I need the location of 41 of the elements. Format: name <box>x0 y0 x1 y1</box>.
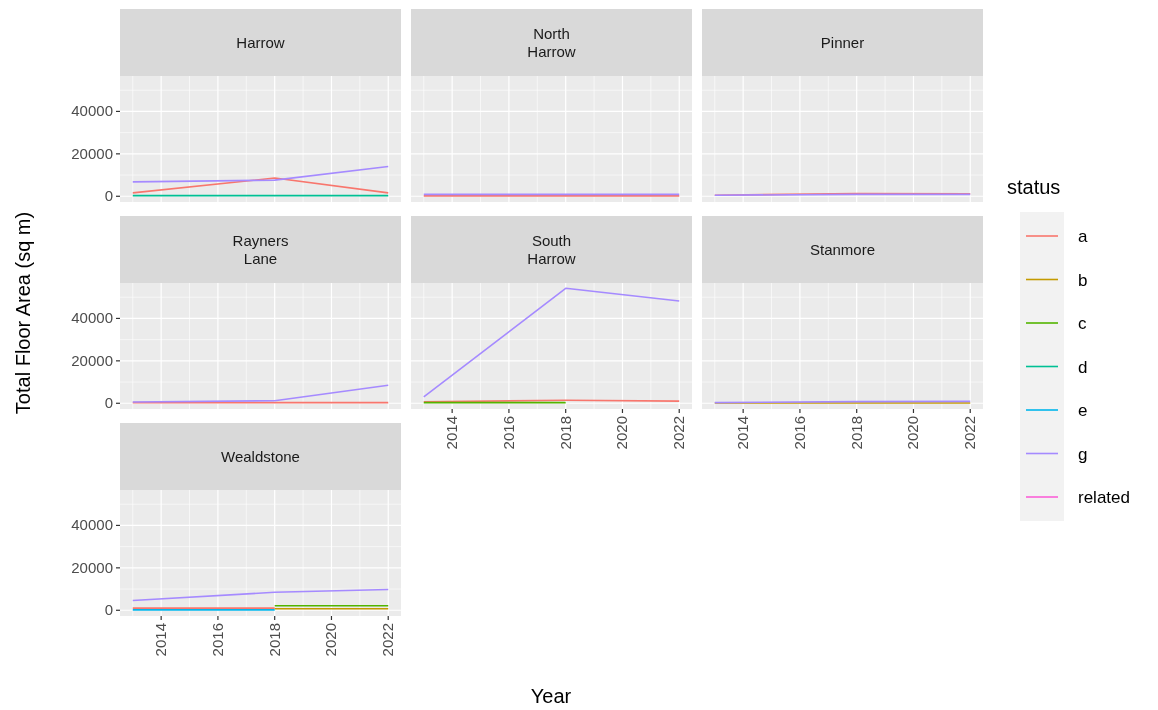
legend-label: d <box>1078 357 1088 377</box>
x-tick-label: 2022 <box>670 416 688 450</box>
x-tick-label: 2022 <box>379 623 397 657</box>
legend-title: status <box>1007 176 1061 198</box>
chart-title: Harrow <box>236 33 285 51</box>
chart-title: Pinner <box>820 33 865 51</box>
x-tick-label: 2014 <box>734 416 752 450</box>
chart-title: Stanmore <box>809 240 876 258</box>
legend-label: b <box>1078 270 1088 290</box>
y-axis-title: Total Floor Area (sq m) <box>12 211 34 415</box>
y-tick-label: 0 <box>104 394 113 412</box>
x-tick-label: 2018 <box>556 416 574 450</box>
y-tick-label: 20000 <box>71 558 113 576</box>
legend-label: related <box>1078 488 1130 507</box>
x-axis-title: Year <box>530 685 572 707</box>
x-tick-label: 2020 <box>904 416 922 450</box>
chart-title: North Harrow <box>527 24 576 60</box>
x-tick-label: 2022 <box>961 416 979 450</box>
y-tick-label: 0 <box>104 601 113 619</box>
legend-label: e <box>1078 401 1088 420</box>
x-tick-label: 2020 <box>613 416 631 450</box>
chart-title: Rayners Lane <box>232 231 289 267</box>
chart-title: South Harrow <box>527 231 576 267</box>
chart-title: Wealdstone <box>221 447 300 465</box>
y-tick-label: 40000 <box>71 516 113 534</box>
y-tick-label: 20000 <box>71 351 113 369</box>
legend-label: a <box>1078 227 1088 246</box>
legend-label: g <box>1078 444 1088 464</box>
x-tick-label: 2014 <box>152 623 170 657</box>
y-tick-label: 40000 <box>71 309 113 327</box>
y-tick-label: 20000 <box>71 144 113 162</box>
x-tick-label: 2018 <box>847 416 865 450</box>
x-tick-label: 2016 <box>790 416 808 450</box>
y-tick-label: 40000 <box>71 102 113 120</box>
x-tick-label: 2016 <box>499 416 517 450</box>
x-tick-label: 2014 <box>443 416 461 450</box>
x-tick-label: 2016 <box>208 623 226 657</box>
x-tick-label: 2020 <box>322 623 340 657</box>
legend-label: c <box>1078 314 1087 333</box>
y-tick-label: 0 <box>104 187 113 205</box>
x-tick-label: 2018 <box>265 623 283 657</box>
